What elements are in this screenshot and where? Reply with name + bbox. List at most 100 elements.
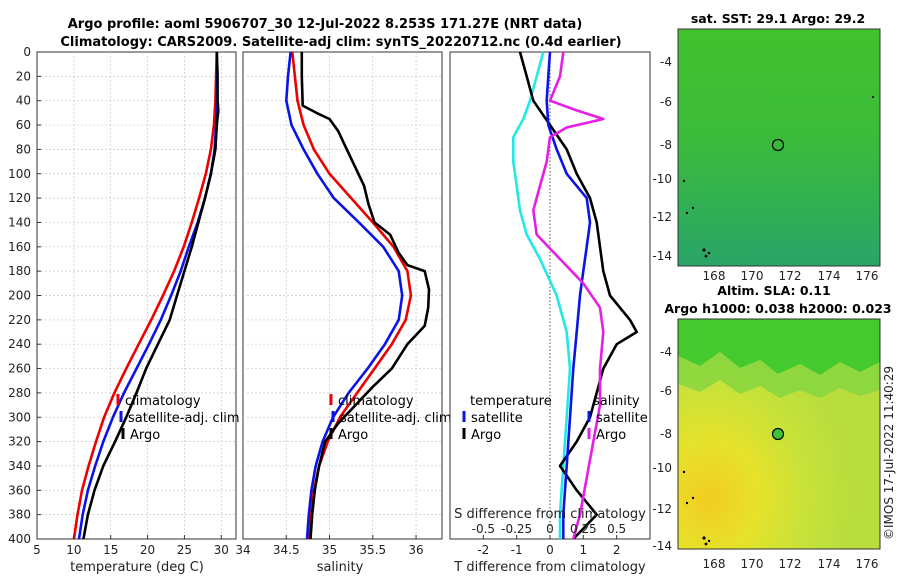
- legend-salinity-heading: salinity: [593, 394, 640, 409]
- y-tick-label: 360: [8, 483, 31, 497]
- x-tick-label: 1: [580, 543, 588, 557]
- sla-map-subtitle: Argo h1000: 0.038 h2000: 0.023: [664, 301, 891, 316]
- x-tick-label: 35.5: [359, 543, 386, 557]
- x-tick-label: 25: [177, 543, 192, 557]
- series-line-climatology: [72, 51, 219, 540]
- y-tick-label: 220: [8, 313, 31, 327]
- lon-tick: 174: [818, 557, 841, 571]
- lat-tick: -14: [652, 249, 672, 263]
- legend-sal-argo-label: Argo: [596, 428, 626, 443]
- salinity-panel: 34 34.5 35 35.5 36 salinity climatology sate…: [235, 51, 452, 575]
- lat-tick: -10: [652, 172, 672, 186]
- y-tick-label: 180: [8, 264, 31, 278]
- s-difference-tick: 0.5: [607, 522, 626, 536]
- lat-tick: -12: [652, 502, 672, 516]
- sla-islands: [682, 470, 711, 546]
- t-difference-x-label: T difference from climatology: [453, 560, 646, 575]
- difference-legend-left: temperature satellite Argo: [462, 394, 552, 443]
- temperature-legend: climatology satellite-adj. clim Argo: [116, 394, 240, 443]
- legend-argo-label: Argo: [130, 428, 160, 443]
- sst-lon-tick-labels: 168 170 172 174 176: [703, 269, 879, 283]
- lon-tick: 168: [703, 269, 726, 283]
- series-line-salinity-argo: [532, 51, 605, 540]
- series-line-salinity-satellite: [545, 51, 592, 539]
- y-tick-label: 380: [8, 508, 31, 522]
- s-difference-tick: 0: [546, 522, 554, 536]
- sla-lat-tick-labels: -4 -6 -8 -10 -12 -14: [652, 345, 672, 553]
- y-tick-label: 0: [23, 45, 31, 59]
- temperature-series: [72, 51, 220, 540]
- temperature-tick-labels: 5 10 15 20 25 30: [33, 535, 229, 557]
- y-tick-label: 400: [8, 532, 31, 546]
- legend-climatology-label: climatology: [125, 394, 201, 409]
- salinity-x-label: salinity: [317, 560, 364, 575]
- x-tick-label: 35: [322, 543, 337, 557]
- temperature-x-label: temperature (deg C): [70, 560, 204, 575]
- y-tick-label: 80: [16, 142, 31, 156]
- x-tick-label: 36: [408, 543, 423, 557]
- difference-series: [511, 51, 638, 540]
- lon-tick: 168: [703, 557, 726, 571]
- x-tick-label: 20: [140, 543, 155, 557]
- lat-tick: -4: [660, 55, 672, 69]
- salinity-tick-labels: 34 34.5 35 35.5 36: [235, 535, 424, 557]
- legend-temperature-heading: temperature: [470, 394, 552, 409]
- legend-temp-argo-label: Argo: [471, 428, 501, 443]
- y-tick-label: 160: [8, 240, 31, 254]
- y-tick-label: 320: [8, 435, 31, 449]
- lon-tick: 170: [741, 269, 764, 283]
- t-difference-tick-labels: -2 -1 0 1 2: [477, 535, 620, 557]
- y-tick-label: 240: [8, 337, 31, 351]
- lat-tick: -14: [652, 539, 672, 553]
- difference-panel: -2 -1 0 1 2 -0.5 -0.25 0 0.25 0.5 S difference f…: [449, 51, 651, 575]
- lat-tick: -10: [652, 461, 672, 475]
- x-tick-label: 0: [546, 543, 554, 557]
- sst-lat-tick-labels: -4 -6 -8 -10 -12 -14: [652, 55, 672, 263]
- sla-lon-tick-labels: 168 170 172 174 176: [703, 557, 879, 571]
- sla-map: Altim. SLA: 0.11 Argo h1000: 0.038 h2000…: [652, 283, 891, 571]
- y-tick-label: 60: [16, 118, 31, 132]
- series-line-satellite-adj-clim: [285, 51, 404, 540]
- x-tick-label: -1: [511, 543, 523, 557]
- y-tick-label: 20: [16, 69, 31, 83]
- sst-islands: [682, 96, 874, 258]
- argo-location-marker: [771, 427, 785, 441]
- y-tick-label: 100: [8, 167, 31, 181]
- salinity-legend: climatology satellite-adj. clim Argo: [329, 394, 452, 443]
- y-tick-label: 40: [16, 94, 31, 108]
- sla-map-frame: [677, 318, 881, 550]
- sst-map-title: sat. SST: 29.1 Argo: 29.2: [691, 11, 865, 26]
- title-line-1: Argo profile: aoml 5906707_30 12-Jul-202…: [68, 17, 583, 32]
- y-tick-label: 260: [8, 362, 31, 376]
- lon-tick: 174: [818, 269, 841, 283]
- legend-satellite-label: satellite-adj. clim: [128, 411, 240, 426]
- s-difference-tick: -0.25: [501, 522, 532, 536]
- lon-tick: 176: [856, 269, 879, 283]
- x-tick-label: 30: [214, 543, 229, 557]
- y-tick-label: 340: [8, 459, 31, 473]
- lon-tick: 172: [779, 269, 802, 283]
- lat-tick: -8: [660, 427, 672, 441]
- lon-tick: 176: [856, 557, 879, 571]
- sla-transition-band: [678, 352, 880, 398]
- argo-location-marker: [771, 138, 785, 152]
- x-tick-label: -2: [477, 543, 489, 557]
- sla-green-band: [678, 319, 880, 375]
- title-line-2: Climatology: CARS2009. Satellite-adj cli…: [60, 35, 621, 50]
- sla-map-title: Altim. SLA: 0.11: [717, 283, 830, 298]
- series-line-temperature-satellite: [511, 51, 572, 539]
- legend-sal-satellite-label: satellite: [596, 411, 648, 426]
- sst-map: sat. SST: 29.1 Argo: 29.2 -4 -6 -8 -10 -…: [652, 11, 881, 283]
- y-tick-label: 300: [8, 410, 31, 424]
- temperature-grid: [37, 52, 236, 539]
- temperature-panel: 0 20 40 60 80 100 120 140 160 180 200 220 240 260 280 3…: [8, 45, 240, 575]
- lat-tick: -6: [660, 384, 672, 398]
- sst-field: [677, 28, 881, 267]
- x-tick-label: 34.5: [273, 543, 300, 557]
- y-tick-label: 120: [8, 191, 31, 205]
- x-tick-label: 10: [66, 543, 81, 557]
- s-difference-tick: -0.5: [472, 522, 495, 536]
- x-tick-label: 2: [613, 543, 621, 557]
- lon-tick: 170: [741, 557, 764, 571]
